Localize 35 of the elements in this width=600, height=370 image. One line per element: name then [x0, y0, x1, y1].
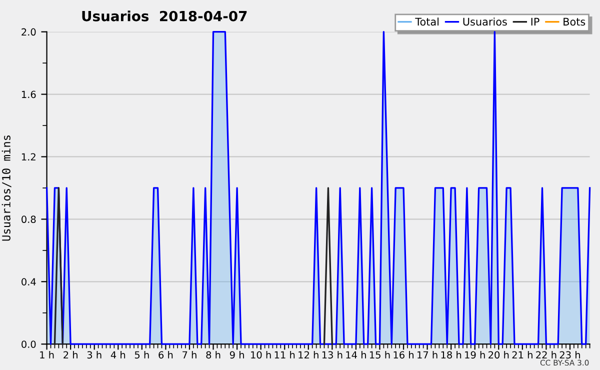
x-tick-label: 17 h [418, 351, 438, 358]
x-tick-label: 6 h [158, 351, 173, 359]
x-tick-label: 16 h [394, 351, 414, 359]
x-tick-label: 11 h [274, 351, 295, 358]
legend-label: IP [531, 18, 540, 26]
y-tick-label: 1.2 [22, 153, 36, 160]
y-axis-title: Usuarios/10 mins [2, 136, 12, 241]
x-tick-label: 9 h [230, 351, 244, 359]
x-tick-label: 2 h [64, 351, 78, 358]
x-tick-label: 3 h [87, 351, 102, 359]
x-tick-label: 22 h [536, 351, 556, 358]
y-tick-label: 0.0 [22, 340, 36, 348]
x-tick-label: 7 h [182, 351, 196, 358]
x-tick-label: 18 h [441, 351, 462, 359]
x-tick-label: 12 h [298, 351, 318, 358]
y-tick-label: 1.6 [22, 90, 36, 98]
legend-label: Usuarios [463, 18, 507, 26]
x-tick-label: 10 h [251, 351, 271, 359]
x-tick-label: 23 h [560, 351, 580, 359]
chart-title: Usuarios 2018-04-07 [82, 10, 247, 22]
legend-label: Bots [564, 18, 586, 26]
x-tick-label: 21 h [512, 351, 532, 358]
x-tick-label: 1 h [40, 351, 54, 358]
y-tick-label: 2.0 [22, 28, 36, 36]
x-tick-label: 14 h [346, 351, 366, 358]
legend-label: Total [415, 18, 439, 26]
x-tick-label: 5 h [134, 351, 149, 359]
y-tick-label: 0.8 [22, 216, 36, 224]
x-tick-label: 15 h [370, 351, 390, 359]
y-tick-label: 0.4 [22, 278, 36, 286]
x-tick-label: 13 h [322, 351, 342, 359]
x-tick-label: 20 h [488, 351, 509, 359]
x-tick-label: 8 h [206, 351, 220, 359]
x-tick-label: 4 h [110, 351, 126, 358]
x-tick-label: 19 h [465, 351, 485, 359]
